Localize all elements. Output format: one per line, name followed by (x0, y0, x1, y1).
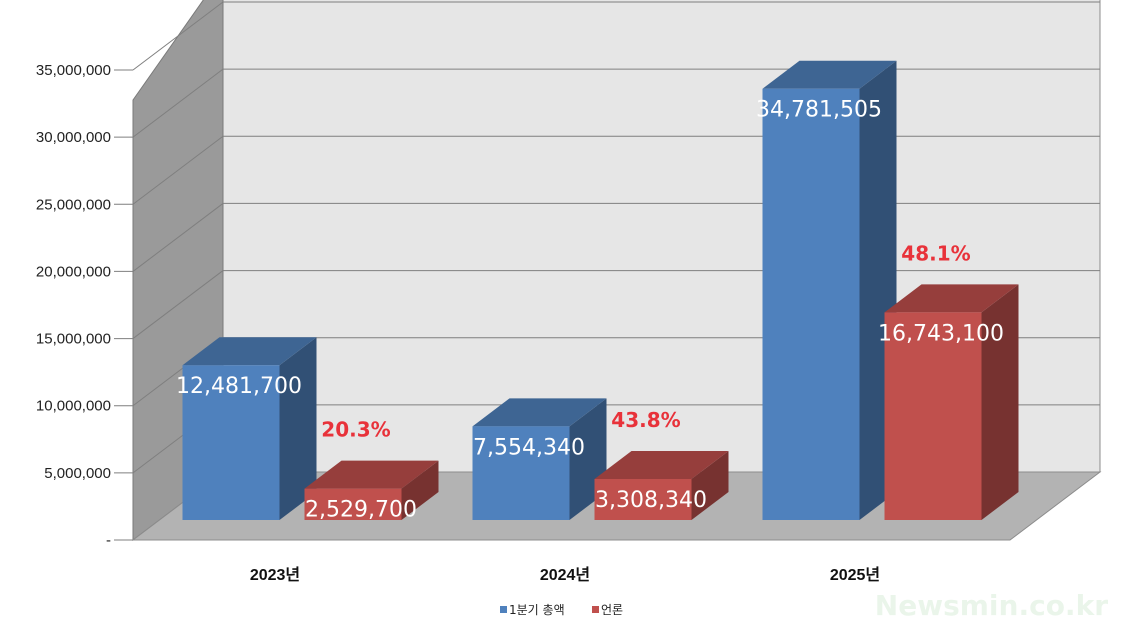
bar-top (182, 337, 317, 366)
percent-label: 43.8% (611, 408, 680, 432)
bar-side (981, 284, 1019, 520)
bar-front (884, 312, 982, 520)
legend-swatch (500, 606, 507, 613)
bar-value-label: 16,743,100 (878, 321, 1004, 346)
bars: 12,481,700 2,529,700 20.3% 7,554,340 3,308,3… (176, 60, 1019, 523)
y-tick-label: 15,000,000 (36, 331, 111, 348)
bar-side (279, 337, 317, 520)
gridline-side (132, 270, 224, 339)
bar-media-2: 16,743,100 48.1% (878, 241, 1019, 520)
bar-value-label: 34,781,505 (756, 98, 882, 123)
x-axis: 2023년 2024년 2025년 (250, 565, 880, 584)
bar-media-1: 3,308,340 43.8% (594, 408, 729, 520)
bar-value-label: 2,529,700 (305, 498, 417, 523)
gridline-side (132, 203, 224, 272)
percent-label: 20.3% (321, 418, 390, 442)
y-tick-label: 10,000,000 (36, 398, 111, 415)
y-tick-label: 25,000,000 (36, 196, 111, 213)
percent-label: 48.1% (901, 241, 970, 265)
bar-front (762, 88, 860, 520)
bar-top (594, 450, 729, 479)
gridline-side (132, 135, 224, 205)
bar-top (762, 60, 897, 89)
bar-media-0: 2,529,700 20.3% (304, 418, 439, 523)
bar-front (472, 426, 570, 520)
y-tick-label: 35,000,000 (36, 62, 111, 79)
bar-total-1: 7,554,340 (472, 398, 607, 520)
legend-label: 1분기 총액 (509, 603, 565, 617)
x-category-label: 2024년 (540, 565, 590, 584)
legend-label: 언론 (601, 603, 623, 617)
bar-total-2: 34,781,505 (756, 60, 897, 520)
bar-front (182, 365, 280, 520)
gridline-side (132, 1, 224, 71)
bar-top (884, 284, 1019, 313)
y-tick-label: 5,000,000 (44, 465, 111, 482)
watermark: Newsmin.co.kr (875, 589, 1108, 622)
bar-value-label: 12,481,700 (176, 374, 302, 399)
x-category-label: 2023년 (250, 565, 300, 584)
bar-top (304, 460, 439, 489)
bar-side (401, 460, 439, 520)
y-tick-label: - (106, 532, 111, 549)
bar-top (472, 398, 607, 427)
bar-value-label: 7,554,340 (473, 435, 585, 460)
bar-total-0: 12,481,700 (176, 337, 317, 520)
bar-value-label: 3,308,340 (595, 488, 707, 513)
y-tick-label: 30,000,000 (36, 129, 111, 146)
gridline-side (132, 68, 224, 138)
legend: 1분기 총액 언론 (500, 603, 623, 617)
bar-front (594, 478, 692, 520)
y-axis: - 5,000,000 10,000,000 15,000,000 20,000,000… (36, 62, 133, 549)
bar-front (304, 488, 402, 520)
y-tick-label: 20,000,000 (36, 263, 111, 280)
legend-swatch (592, 606, 599, 613)
bar-side (691, 450, 729, 520)
x-category-label: 2025년 (830, 565, 880, 584)
